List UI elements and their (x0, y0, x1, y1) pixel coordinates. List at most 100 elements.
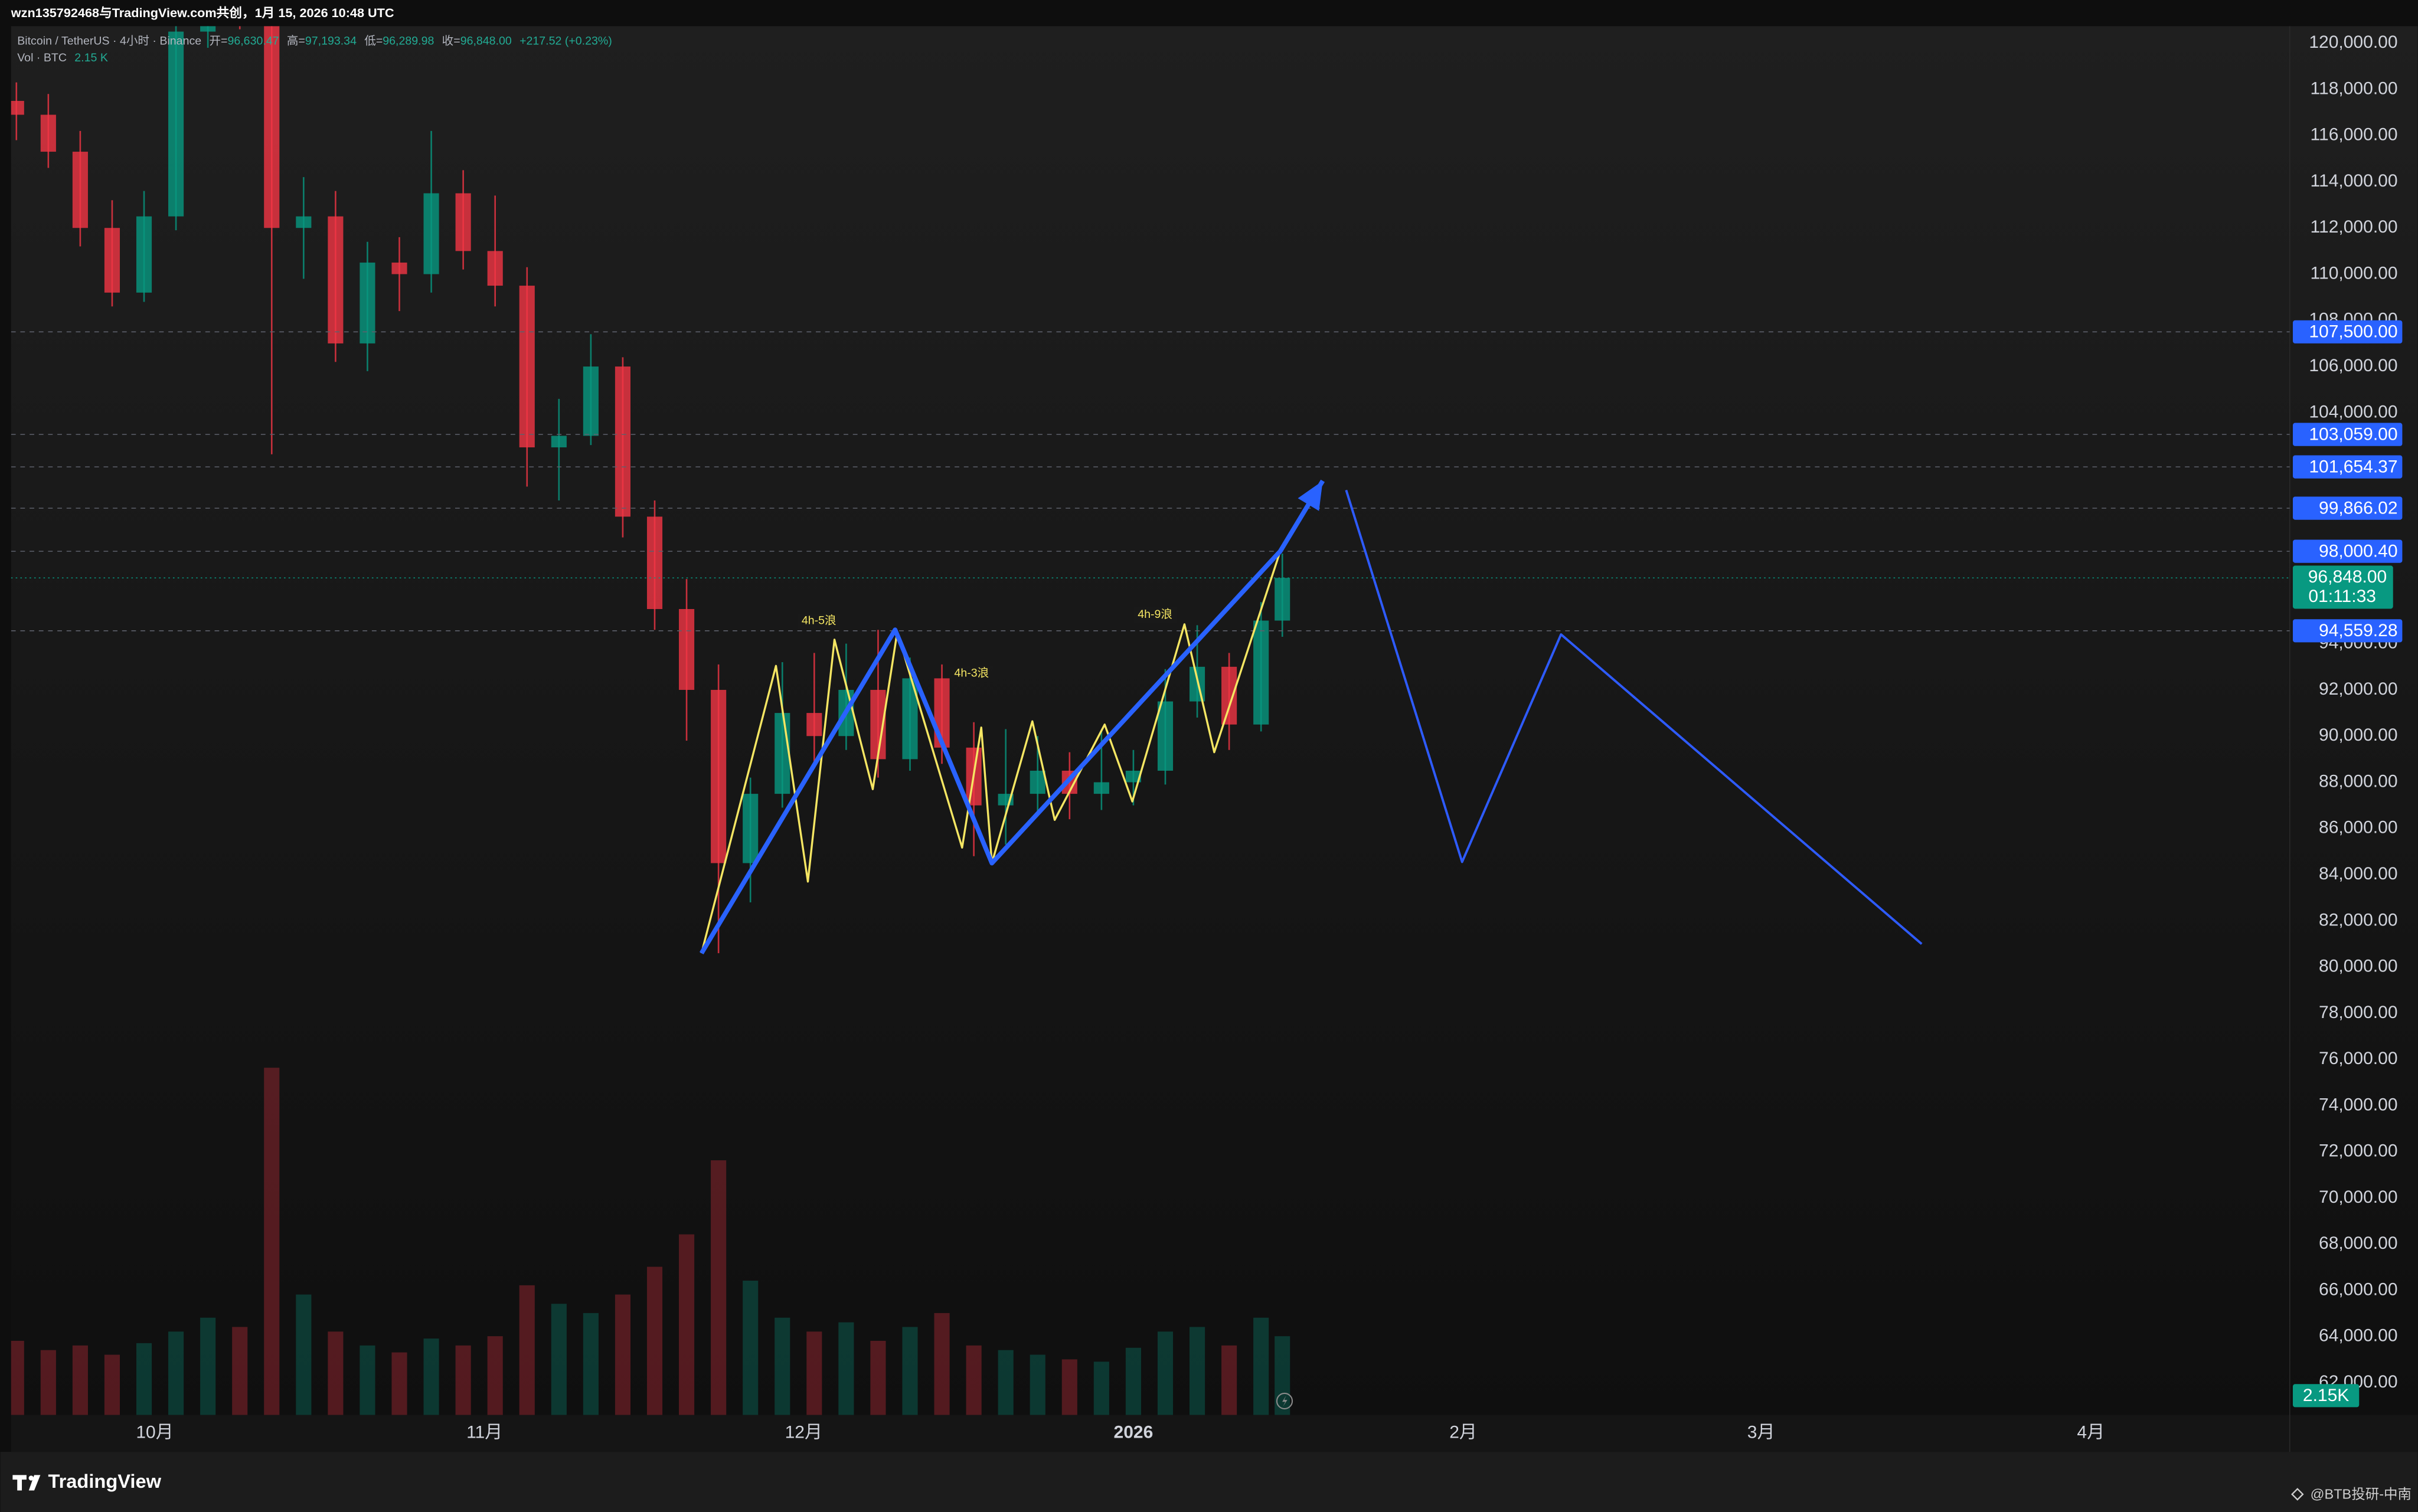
ohlc-name: 高= (287, 35, 305, 48)
volume-bar (40, 1350, 56, 1415)
volume-bar (519, 1285, 535, 1415)
price-badge-label: 101,654.37 (2309, 457, 2397, 476)
ohlc-value: 96,630.47 (227, 35, 279, 48)
y-tick-label: 74,000.00 (2319, 1095, 2398, 1114)
volume-bar (1030, 1354, 1045, 1415)
y-tick-label: 82,000.00 (2319, 910, 2398, 930)
volume-bar (11, 1340, 24, 1415)
candle-body (168, 31, 184, 217)
y-tick-label: 120,000.00 (2309, 32, 2397, 52)
wave-line (699, 479, 1325, 955)
volume-bar (136, 1343, 152, 1415)
candle-body (136, 216, 152, 293)
volume-bar (806, 1331, 822, 1415)
volume-bar (200, 1317, 216, 1415)
price-badge (2292, 539, 2403, 563)
price-badge-label: 103,059.00 (2309, 424, 2397, 444)
ohlc-value: 96,848.00 (460, 35, 512, 48)
candle-body (1221, 666, 1237, 725)
volume-bar (743, 1281, 759, 1415)
candle-body (615, 366, 631, 517)
arrow-head (1298, 480, 1323, 511)
x-tick-label: 3月 (1747, 1423, 1775, 1442)
candle-body (711, 689, 727, 863)
volume-bar (360, 1345, 375, 1415)
plot (11, 26, 2290, 1415)
annotation-bg (950, 666, 994, 682)
candle-body (1157, 701, 1174, 771)
volume-bar (679, 1234, 695, 1415)
volume-bar (232, 1327, 248, 1415)
price-badge-label: 94,559.28 (2319, 621, 2398, 640)
countdown: 01:11:33 (2308, 587, 2376, 606)
y-tick-label: 80,000.00 (2319, 957, 2398, 976)
overlay: 120,000.00 118,000.00 116,000.00 114,000.00… (136, 32, 2403, 1442)
x-tick-label: 2月 (1449, 1423, 1477, 1442)
y-tick-label: 66,000.00 (2319, 1279, 2398, 1299)
y-tick-label: 70,000.00 (2319, 1187, 2398, 1207)
y-tick-label: 72,000.00 (2319, 1141, 2398, 1161)
volume-bar (1189, 1327, 1205, 1415)
candle-body (72, 152, 88, 228)
volume-bar (870, 1340, 886, 1415)
y-tick-label: 86,000.00 (2319, 818, 2398, 837)
ohlc-value: 96,289.98 (383, 35, 434, 48)
price-badge (2292, 619, 2403, 643)
volume-bar (934, 1313, 950, 1415)
annotation: 4h-5浪 (802, 614, 837, 627)
volume-value: 2.15 K (74, 51, 108, 64)
wave-line (700, 551, 1282, 954)
candle-body (391, 262, 407, 274)
volume-bar (551, 1304, 567, 1415)
candle-body (11, 100, 24, 115)
volume-bar (838, 1322, 854, 1415)
y-tick-label: 90,000.00 (2319, 725, 2398, 745)
time-axis (11, 1415, 2418, 1452)
y-tick-label: 106,000.00 (2309, 356, 2397, 375)
volume-bar (615, 1294, 631, 1415)
y-tick-label: 64,000.00 (2319, 1326, 2398, 1346)
y-tick-label: 76,000.00 (2319, 1049, 2398, 1068)
price-badge (2292, 423, 2403, 446)
volume-bar (646, 1266, 663, 1415)
logo-text: TradingView (48, 1470, 161, 1492)
volume-bar (998, 1350, 1014, 1415)
candle-body (360, 262, 375, 343)
price-badge-label: 99,866.02 (2319, 498, 2398, 518)
candle-body (551, 436, 567, 448)
volume-bar (72, 1345, 88, 1415)
volume-bar (1125, 1347, 1141, 1415)
wave-line (1345, 489, 1923, 945)
price-badge (2292, 455, 2403, 479)
price-badge (2292, 320, 2403, 343)
candle-body (806, 713, 822, 737)
volume-bar (966, 1345, 982, 1415)
volume-bar (264, 1068, 280, 1415)
annotation-bg (797, 613, 841, 629)
candle-body (455, 193, 471, 251)
ohlc-name: 开= (209, 35, 227, 48)
y-tick-label: 118,000.00 (2311, 78, 2398, 98)
last-price-label: 96,848.00 (2308, 567, 2387, 587)
footer (0, 1452, 2418, 1512)
x-tick-label: 4月 (2077, 1423, 2105, 1442)
x-tick-label: 11月 (466, 1423, 502, 1442)
price-badge-label: 98,000.40 (2319, 541, 2398, 561)
y-tick-label: 78,000.00 (2319, 1003, 2398, 1022)
candle-body (200, 26, 216, 32)
candle-body (1125, 770, 1141, 783)
timeline-marker (1276, 1392, 1293, 1410)
volume-bar (487, 1336, 503, 1415)
volume-badge (2292, 1384, 2360, 1408)
volume-bar (1221, 1345, 1237, 1415)
candle-body (328, 216, 344, 343)
volume-bar (391, 1352, 407, 1415)
annotation-bg (1133, 607, 1177, 623)
candle-body (1189, 666, 1205, 702)
candle-body (296, 216, 312, 228)
change: +217.52 (+0.23%) (519, 35, 612, 48)
x-tick-label: 10月 (136, 1423, 173, 1442)
volume-bar (423, 1338, 439, 1415)
watermark-text: @BTB投研-中南 (2311, 1486, 2412, 1501)
volume-badge-label: 2.15K (2303, 1386, 2349, 1405)
